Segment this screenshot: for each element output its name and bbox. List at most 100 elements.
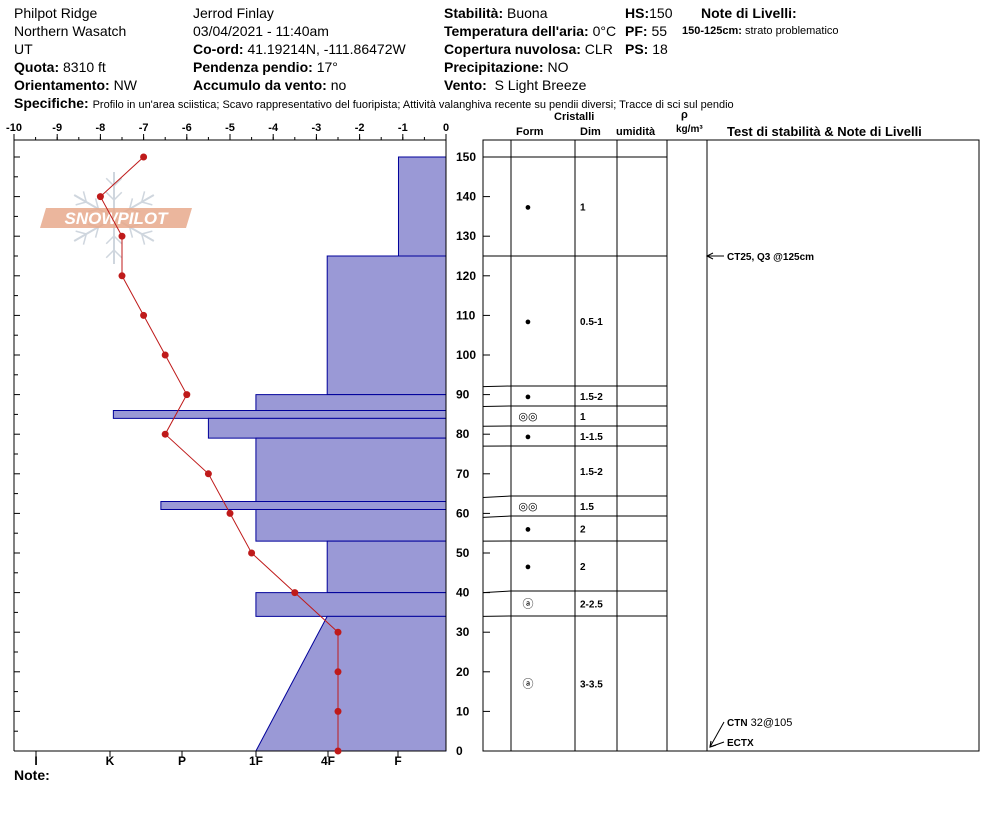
col-form: Form <box>516 126 544 138</box>
snowflake-branch <box>94 198 100 210</box>
snowpilot-logo: SNOWPILOT <box>40 172 192 264</box>
snowflake-branch <box>75 201 87 206</box>
coord-label: Co-ord: <box>193 41 244 57</box>
layer-form: ◎◎ <box>518 501 537 513</box>
temp-point <box>204 470 212 478</box>
snowflake-branch <box>140 233 146 245</box>
hardness-tick-label: 1F <box>249 754 263 768</box>
height-tick-label: 40 <box>456 586 470 600</box>
layer-size: 0.5-1 <box>580 317 603 328</box>
snowflake-branch <box>113 249 123 259</box>
aspect: Orientamento: NW <box>14 77 137 93</box>
test-arrowhead <box>709 740 717 748</box>
col-moisture: umidità <box>616 126 656 138</box>
aspect-label: Orientamento: <box>14 77 110 93</box>
snowflake-branch <box>128 226 134 238</box>
slope-label: Pendenza pendio: <box>193 59 313 75</box>
layer-size: 1.5-2 <box>580 392 603 403</box>
table-frame <box>482 139 980 752</box>
temp-tick-label: -6 <box>182 122 192 134</box>
test-arrow <box>709 721 725 748</box>
col-crystals: Cristalli <box>554 111 595 123</box>
axes: -10 -9 -8 -7 -6 -5 -4 -3 -2 -1 0010203040506070809… <box>6 122 490 768</box>
temp-tick-label: -9 <box>52 122 62 134</box>
hs-label: HS: <box>625 5 650 21</box>
pf: PF: 55 <box>625 23 667 39</box>
hardness-bar-5 <box>255 437 447 503</box>
col-density-unit: kg/m³ <box>676 124 703 135</box>
temp-point <box>291 589 299 597</box>
height-tick-label: 110 <box>456 308 476 322</box>
temp-point <box>248 549 256 557</box>
temp-point <box>334 668 342 676</box>
hs-value: 150 <box>649 5 673 21</box>
temp-tick-label: -5 <box>225 122 235 134</box>
ps-value: 18 <box>652 41 668 57</box>
snowflake-branch <box>140 191 146 203</box>
height-tick-label: 60 <box>456 506 470 520</box>
snowflake-branch <box>94 226 100 238</box>
layer-form: ⓐ <box>523 598 534 611</box>
height-tick-label: 150 <box>456 150 476 164</box>
hardness-bar-4 <box>207 417 447 439</box>
temp-point <box>140 311 148 319</box>
layer-notes-title: Note di Livelli: <box>701 5 797 21</box>
elevation-label: Quota: <box>14 59 60 75</box>
temp-point <box>226 509 234 517</box>
air-temp: Temperatura dell'aria: 0°C <box>444 23 616 39</box>
layer-note-text: strato problematico <box>745 25 839 37</box>
layer-form: ● <box>525 202 532 214</box>
precip-label: Precipitazione: <box>444 59 544 75</box>
sky-value: CLR <box>584 41 613 57</box>
hardness-bar-0 <box>397 156 447 257</box>
aspect-value: NW <box>113 77 137 93</box>
hardness-tick-label: F <box>394 754 401 768</box>
temp-point <box>161 351 169 359</box>
hardness-bar-8 <box>326 540 447 594</box>
temp-point <box>140 153 148 161</box>
datetime: 03/04/2021 - 11:40am <box>193 23 329 39</box>
height-tick-label: 50 <box>456 546 470 560</box>
notes-label: Note: <box>14 767 50 783</box>
test-label: CTN 32@105 <box>727 717 792 729</box>
wind-value: S Light Breeze <box>494 77 587 93</box>
observer: Jerrod Finlay <box>193 5 274 21</box>
temp-point <box>96 193 104 201</box>
hardness-tick-label: P <box>178 754 186 768</box>
state: UT <box>14 41 33 57</box>
snowflake-branch <box>113 191 123 201</box>
air-temp-label: Temperatura dell'aria: <box>444 23 589 39</box>
layer-size: 2-2.5 <box>580 600 603 611</box>
test-label: CT25, Q3 @125cm <box>727 252 814 263</box>
elevation: Quota: 8310 ft <box>14 59 106 75</box>
layer-size: 2 <box>580 525 586 536</box>
hardness-profile <box>112 156 447 752</box>
specifics-label: Specifiche: <box>14 95 89 111</box>
stability-value: Buona <box>507 5 548 21</box>
height-tick-label: 70 <box>456 467 470 481</box>
stability-label: Stabilità: <box>444 5 504 21</box>
temp-point <box>118 272 126 280</box>
ps-label: PS: <box>625 41 649 57</box>
layer-form: ● <box>525 431 532 443</box>
snowflake-branch <box>82 191 88 203</box>
logo-banner <box>40 208 192 228</box>
wind: Vento: S Light Breeze <box>444 77 586 93</box>
hardness-bar-7 <box>255 508 447 542</box>
snowflake-branch <box>75 230 87 235</box>
height-tick-label: 0 <box>456 744 463 758</box>
hardness-bar-10 <box>255 615 447 752</box>
stratigraphy-table: ● 1 ● 0.5-1 ● 1.5-2 ◎◎ 1 ● 1-1.5 1.5-2 ◎◎ 1.5 ● 2 ● 2 ⓐ 2-… <box>482 139 980 752</box>
layer-size: 1 <box>580 203 586 214</box>
snowflake-branch <box>128 198 134 210</box>
layer-size: 1 <box>580 412 586 423</box>
temp-tick-label: -2 <box>355 122 365 134</box>
snowflake-branch <box>105 235 115 245</box>
snowflake-branch <box>105 191 115 201</box>
wind-load: Accumulo da vento: no <box>193 77 346 93</box>
wind-load-label: Accumulo da vento: <box>193 77 327 93</box>
height-tick-label: 30 <box>456 625 470 639</box>
snowflake-branch <box>82 233 88 245</box>
hardness-bar-6 <box>160 501 447 510</box>
temp-tick-label: -4 <box>268 122 279 134</box>
